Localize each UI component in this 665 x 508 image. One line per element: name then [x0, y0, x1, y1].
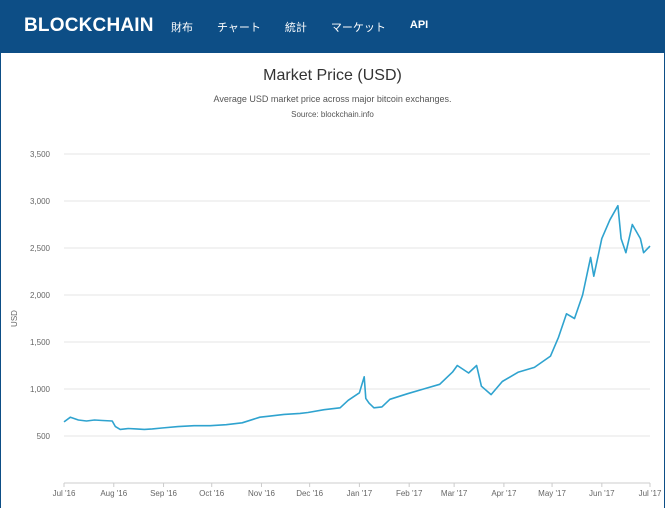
- price-series-line: [63, 204, 651, 431]
- x-tick-label: Aug '16: [100, 489, 127, 498]
- y-tick-label: 1,000: [30, 385, 51, 394]
- x-tick-label: Jan '17: [347, 489, 373, 498]
- y-tick-label: 1,500: [30, 338, 51, 347]
- nav-item-charts[interactable]: チャート: [217, 22, 261, 34]
- chart-subtitle: Average USD market price across major bi…: [213, 94, 452, 104]
- nav-item-markets[interactable]: マーケット: [330, 22, 386, 34]
- x-tick-label: Apr '17: [491, 489, 517, 498]
- blockchain-logo[interactable]: BLOCKCHAIN: [24, 15, 154, 36]
- x-tick-label: May '17: [538, 489, 566, 498]
- nav-item-wallet[interactable]: 財布: [171, 22, 193, 34]
- x-tick-label: Jul '17: [639, 489, 662, 498]
- y-axis-label: USD: [10, 310, 19, 327]
- nav-item-stats[interactable]: 統計: [284, 22, 307, 34]
- x-tick-label: Nov '16: [248, 489, 275, 498]
- top-header-bar: BLOCKCHAIN 財布 チャート 統計 マーケット API: [0, 0, 665, 53]
- y-tick-label: 2,500: [30, 244, 51, 253]
- x-tick-label: Feb '17: [396, 489, 423, 498]
- x-tick-label: Mar '17: [441, 489, 468, 498]
- y-tick-label: 2,000: [30, 291, 51, 300]
- chart-title: Market Price (USD): [263, 67, 402, 84]
- x-tick-label: Jun '17: [589, 489, 615, 498]
- x-tick-label: Sep '16: [150, 489, 177, 498]
- chart-panel: [0, 53, 665, 508]
- x-tick-label: Oct '16: [199, 489, 225, 498]
- y-tick-label: 3,500: [30, 150, 51, 159]
- x-tick-label: Dec '16: [296, 489, 323, 498]
- x-tick-label: Jul '16: [53, 489, 76, 498]
- y-tick-label: 3,000: [30, 197, 51, 206]
- top-nav: 財布 チャート 統計 マーケット API: [171, 19, 452, 35]
- nav-item-api[interactable]: API: [409, 19, 429, 31]
- chart-source: Source: blockchain.info: [291, 110, 374, 119]
- y-tick-label: 500: [37, 432, 51, 441]
